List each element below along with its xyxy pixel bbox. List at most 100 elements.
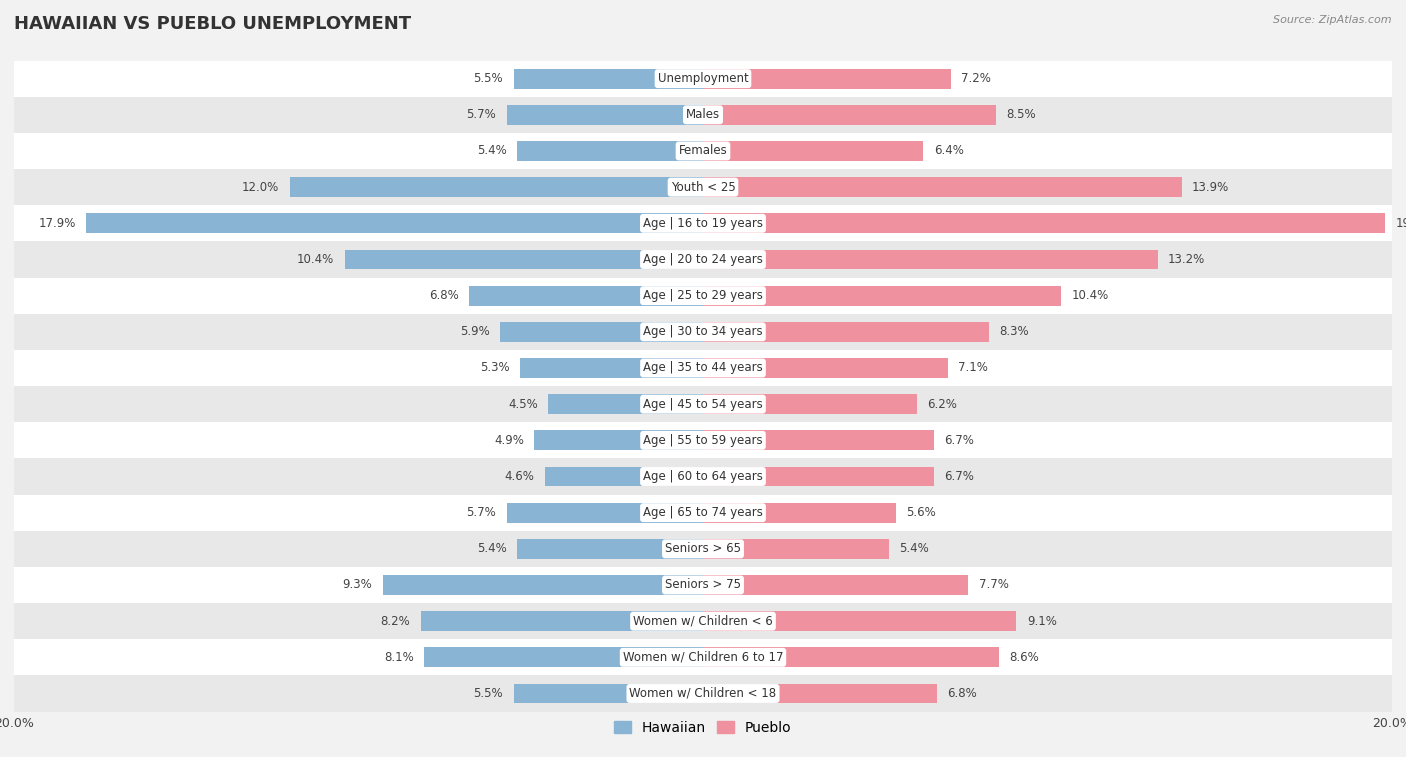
Text: Females: Females [679, 145, 727, 157]
Bar [14, 603, 1392, 639]
Text: 5.7%: 5.7% [467, 506, 496, 519]
Text: Seniors > 75: Seniors > 75 [665, 578, 741, 591]
Bar [14, 567, 1392, 603]
Bar [517, 141, 703, 161]
Bar [703, 322, 988, 341]
Text: 19.8%: 19.8% [1395, 217, 1406, 230]
Bar [14, 313, 1392, 350]
Text: 5.5%: 5.5% [474, 687, 503, 700]
Bar [14, 422, 1392, 459]
Text: 6.7%: 6.7% [945, 470, 974, 483]
Bar [703, 141, 924, 161]
Text: 7.1%: 7.1% [957, 362, 988, 375]
Bar [420, 611, 703, 631]
Bar [425, 647, 703, 667]
Text: Women w/ Children < 6: Women w/ Children < 6 [633, 615, 773, 628]
Text: 7.2%: 7.2% [962, 72, 991, 85]
Bar [499, 322, 703, 341]
Text: 13.9%: 13.9% [1192, 181, 1229, 194]
Bar [382, 575, 703, 595]
Text: 8.2%: 8.2% [381, 615, 411, 628]
Text: 5.6%: 5.6% [907, 506, 936, 519]
Bar [14, 278, 1392, 313]
Bar [14, 61, 1392, 97]
Text: Women w/ Children 6 to 17: Women w/ Children 6 to 17 [623, 651, 783, 664]
Text: Youth < 25: Youth < 25 [671, 181, 735, 194]
Text: Age | 35 to 44 years: Age | 35 to 44 years [643, 362, 763, 375]
Bar [344, 250, 703, 269]
Text: Age | 16 to 19 years: Age | 16 to 19 years [643, 217, 763, 230]
Bar [703, 431, 934, 450]
Bar [14, 97, 1392, 133]
Bar [14, 350, 1392, 386]
Bar [14, 494, 1392, 531]
Bar [517, 539, 703, 559]
Bar [14, 459, 1392, 494]
Text: 6.2%: 6.2% [927, 397, 956, 410]
Text: 6.7%: 6.7% [945, 434, 974, 447]
Bar [520, 358, 703, 378]
Text: 9.3%: 9.3% [343, 578, 373, 591]
Legend: Hawaiian, Pueblo: Hawaiian, Pueblo [609, 715, 797, 740]
Text: 6.4%: 6.4% [934, 145, 963, 157]
Text: 5.3%: 5.3% [481, 362, 510, 375]
Bar [506, 105, 703, 125]
Bar [703, 358, 948, 378]
Bar [513, 69, 703, 89]
Text: 7.7%: 7.7% [979, 578, 1008, 591]
Text: Age | 55 to 59 years: Age | 55 to 59 years [643, 434, 763, 447]
Bar [548, 394, 703, 414]
Bar [703, 213, 1385, 233]
Text: 5.7%: 5.7% [467, 108, 496, 121]
Text: 13.2%: 13.2% [1168, 253, 1205, 266]
Bar [703, 69, 950, 89]
Bar [703, 684, 938, 703]
Bar [513, 684, 703, 703]
Text: Age | 25 to 29 years: Age | 25 to 29 years [643, 289, 763, 302]
Bar [14, 133, 1392, 169]
Text: 5.5%: 5.5% [474, 72, 503, 85]
Text: Age | 45 to 54 years: Age | 45 to 54 years [643, 397, 763, 410]
Text: Age | 20 to 24 years: Age | 20 to 24 years [643, 253, 763, 266]
Text: 8.5%: 8.5% [1007, 108, 1036, 121]
Bar [703, 503, 896, 522]
Text: 5.4%: 5.4% [477, 542, 506, 556]
Text: 4.9%: 4.9% [494, 434, 524, 447]
Bar [703, 105, 995, 125]
Text: Women w/ Children < 18: Women w/ Children < 18 [630, 687, 776, 700]
Text: 17.9%: 17.9% [39, 217, 76, 230]
Text: 4.6%: 4.6% [505, 470, 534, 483]
Text: Source: ZipAtlas.com: Source: ZipAtlas.com [1274, 15, 1392, 25]
Bar [703, 611, 1017, 631]
Text: 12.0%: 12.0% [242, 181, 280, 194]
Text: HAWAIIAN VS PUEBLO UNEMPLOYMENT: HAWAIIAN VS PUEBLO UNEMPLOYMENT [14, 15, 411, 33]
Bar [703, 250, 1157, 269]
Text: Age | 60 to 64 years: Age | 60 to 64 years [643, 470, 763, 483]
Bar [703, 466, 934, 487]
Bar [534, 431, 703, 450]
Bar [86, 213, 703, 233]
Text: 8.3%: 8.3% [1000, 326, 1029, 338]
Text: 5.9%: 5.9% [460, 326, 489, 338]
Bar [14, 205, 1392, 241]
Bar [290, 177, 703, 197]
Text: Unemployment: Unemployment [658, 72, 748, 85]
Bar [703, 575, 969, 595]
Bar [14, 386, 1392, 422]
Text: 10.4%: 10.4% [1071, 289, 1109, 302]
Bar [14, 639, 1392, 675]
Text: 5.4%: 5.4% [477, 145, 506, 157]
Bar [506, 503, 703, 522]
Bar [703, 177, 1182, 197]
Bar [14, 241, 1392, 278]
Bar [703, 394, 917, 414]
Text: Age | 65 to 74 years: Age | 65 to 74 years [643, 506, 763, 519]
Text: 5.4%: 5.4% [900, 542, 929, 556]
Bar [14, 675, 1392, 712]
Text: Males: Males [686, 108, 720, 121]
Text: 8.6%: 8.6% [1010, 651, 1039, 664]
Text: 4.5%: 4.5% [508, 397, 537, 410]
Text: 8.1%: 8.1% [384, 651, 413, 664]
Bar [14, 169, 1392, 205]
Bar [703, 285, 1062, 306]
